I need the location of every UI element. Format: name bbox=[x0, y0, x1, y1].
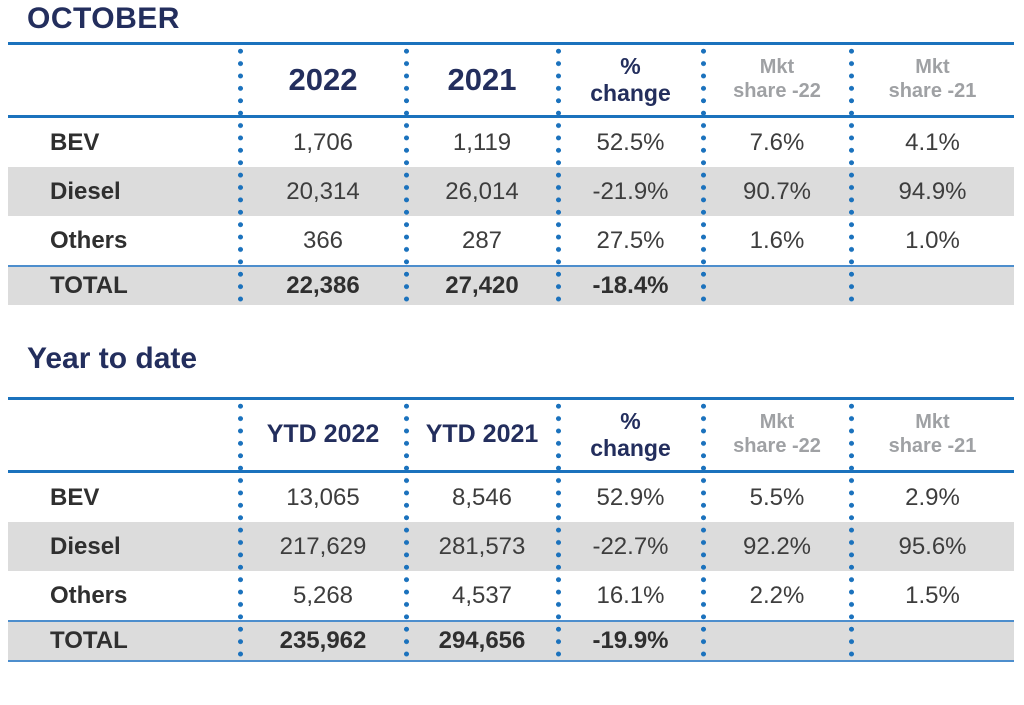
october-table: 2022 2021 % change Mkt share -22 Mkt share … bbox=[8, 42, 1014, 305]
header-pct-change: % change bbox=[590, 52, 671, 106]
row-label: Others bbox=[50, 581, 128, 609]
cell-value: -21.9% bbox=[592, 177, 669, 205]
cell-value: 2.2% bbox=[749, 581, 805, 609]
row-label: Diesel bbox=[50, 177, 121, 205]
table-row-bev: BEV 1,706 1,119 52.5% 7.6% 4.1% bbox=[8, 118, 1014, 167]
cell-value: 27,420 bbox=[445, 272, 519, 299]
row-label: TOTAL bbox=[50, 272, 128, 299]
cell-value: 94.9% bbox=[898, 177, 967, 205]
table-row-diesel: Diesel 20,314 26,014 -21.9% 90.7% 94.9% bbox=[8, 167, 1014, 216]
cell-value: 1,119 bbox=[452, 128, 512, 156]
cell-value: -22.7% bbox=[592, 532, 669, 560]
cell-value: 1.0% bbox=[905, 226, 960, 254]
row-label: BEV bbox=[50, 483, 100, 511]
year-to-date-section-title: Year to date bbox=[27, 342, 198, 375]
header-ytd-2022: YTD 2022 bbox=[266, 420, 380, 449]
cell-value: 1.6% bbox=[749, 226, 805, 254]
cell-value: 2.9% bbox=[905, 483, 960, 511]
cell-value: 52.5% bbox=[596, 128, 665, 156]
cell-value: 95.6% bbox=[898, 532, 967, 560]
cell-value: 287 bbox=[461, 226, 503, 254]
cell-value: 22,386 bbox=[286, 272, 360, 299]
cell-value: 27.5% bbox=[596, 226, 665, 254]
header-pct-change: % change bbox=[590, 407, 671, 461]
table-row-bev: BEV 13,065 8,546 52.9% 5.5% 2.9% bbox=[8, 473, 1014, 522]
header-2021: 2021 bbox=[447, 61, 517, 97]
cell-value: 4,537 bbox=[451, 581, 513, 609]
cell-value: 217,629 bbox=[279, 532, 367, 560]
row-label: BEV bbox=[50, 128, 100, 156]
cell-value: 16.1% bbox=[596, 581, 665, 609]
october-header-row: 2022 2021 % change Mkt share -22 Mkt share … bbox=[8, 42, 1014, 118]
header-empty bbox=[8, 400, 240, 470]
cell-value bbox=[703, 622, 851, 660]
header-mkt-share-21: Mkt share -21 bbox=[888, 56, 977, 102]
cell-value bbox=[703, 267, 851, 305]
cell-value: 294,656 bbox=[438, 627, 526, 654]
october-section-title: OCTOBER bbox=[27, 2, 180, 35]
cell-value: -18.4% bbox=[592, 272, 669, 299]
row-label: Diesel bbox=[50, 532, 121, 560]
table-row-others: Others 366 287 27.5% 1.6% 1.0% bbox=[8, 216, 1014, 265]
cell-value: 7.6% bbox=[749, 128, 805, 156]
cell-value: 235,962 bbox=[279, 627, 367, 654]
table-row-total: TOTAL 235,962 294,656 -19.9% bbox=[8, 620, 1014, 662]
cell-value: 1,706 bbox=[292, 128, 354, 156]
cell-value: -19.9% bbox=[592, 627, 669, 654]
cell-value: 92.2% bbox=[742, 532, 812, 560]
cell-value: 366 bbox=[302, 226, 344, 254]
header-mkt-share-22: Mkt share -22 bbox=[733, 56, 821, 102]
cell-value bbox=[851, 267, 1014, 305]
header-2022: 2022 bbox=[288, 61, 358, 97]
cell-value: 281,573 bbox=[438, 532, 526, 560]
ytd-header-row: YTD 2022 YTD 2021 % change Mkt share -22 M… bbox=[8, 397, 1014, 473]
cell-value: 52.9% bbox=[596, 483, 665, 511]
row-label: TOTAL bbox=[50, 627, 128, 654]
year-to-date-table: YTD 2022 YTD 2021 % change Mkt share -22 M… bbox=[8, 397, 1014, 662]
cell-value: 5,268 bbox=[292, 581, 354, 609]
header-empty bbox=[8, 45, 240, 115]
cell-value: 1.5% bbox=[905, 581, 960, 609]
cell-value: 5.5% bbox=[749, 483, 805, 511]
header-ytd-2021: YTD 2021 bbox=[425, 420, 539, 449]
table-row-total: TOTAL 22,386 27,420 -18.4% bbox=[8, 265, 1014, 305]
cell-value: 20,314 bbox=[286, 177, 360, 205]
cell-value: 4.1% bbox=[905, 128, 960, 156]
cell-value: 13,065 bbox=[286, 483, 360, 511]
cell-value: 26,014 bbox=[445, 177, 519, 205]
cell-value: 8,546 bbox=[451, 483, 513, 511]
cell-value bbox=[851, 622, 1014, 660]
table-row-diesel: Diesel 217,629 281,573 -22.7% 92.2% 95.6… bbox=[8, 522, 1014, 571]
table-row-others: Others 5,268 4,537 16.1% 2.2% 1.5% bbox=[8, 571, 1014, 620]
header-mkt-share-22: Mkt share -22 bbox=[733, 411, 821, 457]
row-label: Others bbox=[50, 226, 128, 254]
cell-value: 90.7% bbox=[742, 177, 812, 205]
header-mkt-share-21: Mkt share -21 bbox=[888, 411, 977, 457]
